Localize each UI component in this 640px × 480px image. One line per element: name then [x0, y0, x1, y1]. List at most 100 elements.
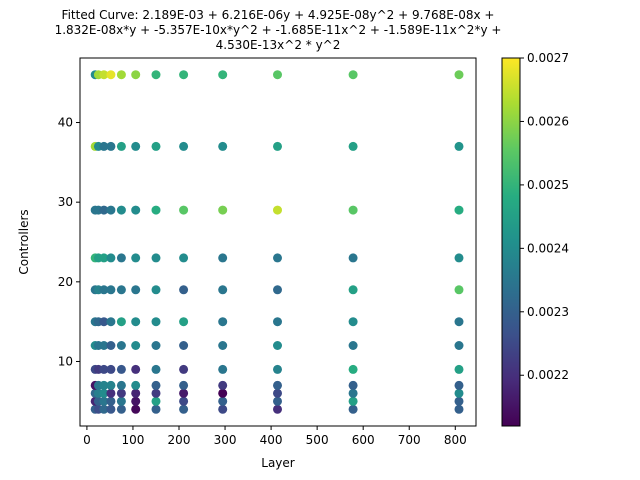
colorbar-ticks: 0.0022 0.0023 0.0024 0.0025 0.0026 0.0027	[520, 51, 569, 382]
scatter-point	[116, 253, 126, 263]
scatter-point	[116, 141, 126, 151]
scatter-point	[348, 380, 358, 390]
scatter-point	[106, 341, 116, 350]
scatter-point	[131, 205, 141, 215]
scatter-point	[116, 404, 126, 414]
scatter-point	[348, 404, 358, 414]
scatter-point	[218, 380, 228, 390]
x-tick-label: 500	[306, 433, 329, 447]
scatter-point	[273, 141, 282, 151]
scatter-point	[99, 141, 109, 151]
scatter-point	[218, 341, 228, 350]
y-axis-label: Controllers	[17, 209, 31, 274]
scatter-point	[179, 380, 189, 390]
scatter-point	[273, 364, 282, 374]
scatter-point	[218, 285, 228, 295]
scatter-point	[179, 141, 189, 151]
scatter-point	[106, 285, 116, 295]
scatter-point	[179, 364, 189, 374]
scatter-point	[106, 396, 116, 406]
scatter-point	[151, 396, 161, 406]
scatter-point	[116, 396, 126, 406]
colorbar-tick-label: 0.0024	[527, 241, 569, 255]
scatter-point	[99, 205, 109, 215]
scatter-point	[131, 285, 141, 295]
scatter-point	[218, 70, 228, 80]
title-line-1: Fitted Curve: 2.189E-03 + 6.216E-06y + 4…	[62, 8, 495, 22]
scatter-point	[179, 341, 189, 350]
scatter-point	[131, 317, 141, 327]
x-tick-label: 400	[260, 433, 283, 447]
scatter-point	[106, 364, 116, 374]
scatter-point	[273, 404, 282, 414]
scatter-point	[99, 396, 109, 406]
scatter-point	[131, 388, 141, 398]
scatter-point	[454, 205, 464, 215]
scatter-point	[151, 70, 161, 80]
scatter-point	[179, 70, 189, 80]
scatter-point	[348, 285, 358, 295]
scatter-point	[348, 396, 358, 406]
scatter-points	[90, 70, 464, 414]
scatter-point	[454, 404, 464, 414]
scatter-point	[99, 317, 109, 327]
scatter-point	[99, 380, 109, 390]
scatter-point	[454, 396, 464, 406]
scatter-point	[116, 380, 126, 390]
scatter-point	[348, 70, 358, 80]
scatter-point	[348, 141, 358, 151]
x-tick-label: 100	[122, 433, 145, 447]
scatter-point	[348, 205, 358, 215]
scatter-point	[106, 205, 116, 215]
scatter-point	[99, 285, 109, 295]
scatter-point	[348, 253, 358, 263]
colorbar-frame	[501, 57, 521, 427]
scatter-point	[179, 396, 189, 406]
scatter-point	[218, 364, 228, 374]
y-tick-label: 10	[58, 354, 73, 368]
scatter-point	[116, 285, 126, 295]
y-tick-label: 20	[58, 275, 73, 289]
scatter-point	[454, 253, 464, 263]
scatter-point	[151, 388, 161, 398]
colorbar-tick-label: 0.0027	[527, 51, 569, 65]
scatter-point	[454, 341, 464, 350]
scatter-point	[116, 388, 126, 398]
scatter-point	[106, 388, 116, 398]
scatter-point	[348, 317, 358, 327]
scatter-point	[116, 70, 126, 80]
scatter-point	[116, 205, 126, 215]
scatter-point	[348, 388, 358, 398]
scatter-point	[454, 388, 464, 398]
scatter-point	[218, 317, 228, 327]
scatter-point	[454, 380, 464, 390]
scatter-point	[273, 253, 282, 263]
scatter-point	[116, 317, 126, 327]
scatter-point	[151, 285, 161, 295]
scatter-point	[151, 317, 161, 327]
y-axis-ticks: 10 20 30 40	[58, 116, 80, 368]
scatter-point	[273, 396, 282, 406]
colorbar-tick-label: 0.0025	[527, 178, 569, 192]
scatter-point	[273, 380, 282, 390]
scatter-point	[273, 70, 282, 80]
x-tick-label: 200	[168, 433, 191, 447]
x-tick-label: 0	[83, 433, 91, 447]
scatter-point	[179, 404, 189, 414]
scatter-point	[218, 205, 228, 215]
scatter-point	[151, 341, 161, 350]
scatter-point	[179, 317, 189, 327]
chart-title: Fitted Curve: 2.189E-03 + 6.216E-06y + 4…	[55, 8, 502, 52]
colorbar: 0.0022 0.0023 0.0024 0.0025 0.0026 0.0027	[501, 51, 569, 427]
colorbar-tick-label: 0.0022	[527, 368, 569, 382]
scatter-point	[99, 253, 109, 263]
scatter-point	[218, 396, 228, 406]
scatter-point	[273, 341, 282, 350]
plot-area-frame	[79, 57, 477, 427]
scatter-point	[131, 253, 141, 263]
scatter-point	[454, 70, 464, 80]
scatter-point	[179, 388, 189, 398]
x-axis-ticks: 0 100 200 300 400 500 600 700 800	[83, 426, 467, 447]
scatter-point	[179, 253, 189, 263]
scatter-point	[106, 404, 116, 414]
